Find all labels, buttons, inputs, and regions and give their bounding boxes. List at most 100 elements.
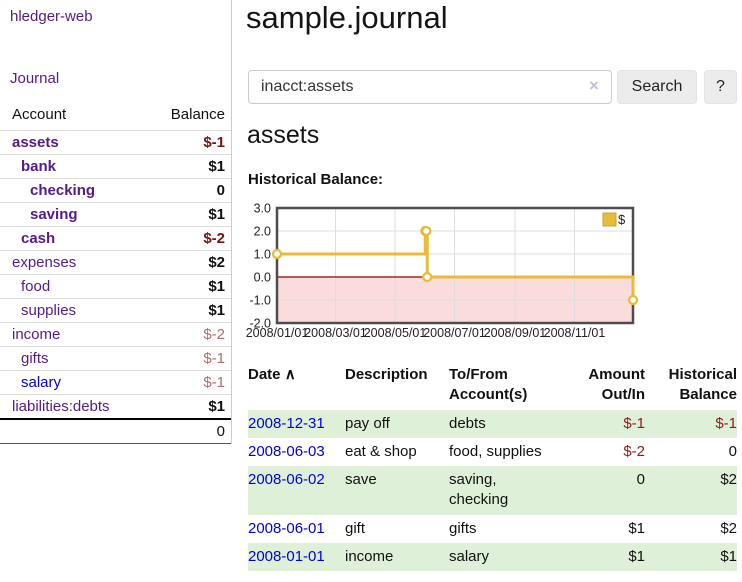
chart-data-point: [627, 294, 639, 306]
amount-cell: $-1: [623, 414, 645, 432]
y-axis-tick-label: 2.0: [254, 225, 271, 239]
nav-journal-link[interactable]: Journal: [10, 70, 60, 87]
transaction-row: 2008-06-03 eat & shop food, supplies $-2 0: [248, 438, 737, 466]
account-balance: $2: [140, 250, 231, 275]
sidebar-col-account: Account: [12, 106, 67, 123]
transaction-date-link[interactable]: 2008-06-03: [248, 442, 325, 460]
search-input[interactable]: [248, 70, 612, 104]
description-cell: pay off: [345, 414, 390, 432]
transaction-date-link[interactable]: 2008-01-01: [248, 547, 325, 565]
accounts-cell: salary: [449, 547, 490, 565]
sidebar-accounts-table: Account Balance assets $-1 bank $1 checking 0…: [0, 102, 231, 444]
accounts-cell: saving, checking: [449, 471, 509, 509]
sort-ascending-icon: ∧: [284, 366, 296, 383]
account-cell: salary: [0, 370, 141, 395]
balance-cell: $-1: [715, 414, 737, 432]
account-balance: $-1: [140, 346, 231, 371]
amount-cell: $1: [628, 547, 645, 565]
transaction-date-link[interactable]: 2008-12-31: [248, 414, 325, 432]
legend-label: $: [618, 212, 626, 227]
description-cell: eat & shop: [345, 442, 417, 460]
account-row: bank $1: [0, 154, 231, 179]
x-axis-tick-label: 2008/03/01: [304, 326, 367, 340]
accounts-cell: debts: [449, 414, 486, 432]
description-cell: income: [345, 547, 394, 565]
account-row: supplies $1: [0, 298, 231, 323]
date-cell: 2008-06-02: [248, 466, 345, 515]
date-cell: 2008-01-01: [248, 543, 345, 571]
account-balance: $-2: [140, 322, 231, 347]
account-heading: assets: [247, 121, 320, 149]
sidebar-account-link[interactable]: gifts: [21, 350, 49, 367]
app-title-link[interactable]: hledger-web: [10, 8, 93, 25]
register-col-description: Description: [345, 366, 428, 383]
x-axis-tick-label: 2008/11/01: [544, 326, 606, 340]
historical-balance-chart: 3.0 2.0 1.0 0.0 -1.0 -2.02008/01/012008/03/01…: [246, 202, 639, 340]
account-row: income $-2: [0, 322, 231, 347]
date-cell: 2008-06-01: [248, 515, 345, 543]
account-balance: $1: [140, 202, 231, 227]
transaction-row: 2008-12-31 pay off debts $-1 $-1: [248, 409, 737, 438]
accounts-cell: gifts: [449, 519, 477, 537]
account-balance: $-2: [140, 226, 231, 251]
account-cell: saving: [0, 202, 141, 227]
transaction-date-link[interactable]: 2008-06-02: [248, 471, 325, 488]
date-cell: 2008-06-03: [248, 438, 345, 466]
account-row: liabilities:debts $1: [0, 394, 231, 419]
sidebar-account-link[interactable]: expenses: [12, 254, 77, 271]
account-balance: $-1: [140, 130, 231, 155]
x-axis-tick-label: 2008/07/01: [423, 326, 486, 340]
sidebar-total-row: 0: [0, 418, 231, 444]
account-row: cash $-2: [0, 226, 231, 251]
register-col-date[interactable]: Date ∧: [248, 366, 296, 383]
account-cell: gifts: [0, 346, 141, 371]
account-cell: income: [0, 322, 141, 347]
register-col-accounts: To/From Account(s): [449, 366, 528, 404]
sidebar-account-link[interactable]: salary: [21, 374, 62, 391]
sidebar-divider: [231, 0, 232, 444]
balance-cell: $2: [720, 471, 737, 488]
sidebar-account-link[interactable]: bank: [21, 158, 57, 175]
y-axis-tick-label: 0.0: [254, 271, 271, 285]
account-cell: checking: [0, 178, 141, 203]
account-row: gifts $-1: [0, 346, 231, 371]
chart-border: [275, 206, 635, 325]
y-axis-tick-label: 3.0: [254, 202, 271, 216]
amount-cell: $1: [628, 519, 645, 537]
account-balance: $1: [140, 274, 231, 299]
account-balance: $1: [140, 298, 231, 323]
account-row: food $1: [0, 274, 231, 299]
description-cell: gift: [345, 519, 366, 537]
search-button[interactable]: Search: [617, 70, 697, 104]
account-row: saving $1: [0, 202, 231, 227]
date-cell: 2008-12-31: [248, 410, 345, 438]
help-button[interactable]: ?: [704, 70, 737, 104]
transaction-row: 2008-01-01 income salary $1 $1: [248, 542, 737, 571]
account-balance: 0: [140, 178, 231, 203]
sidebar-account-link[interactable]: liabilities:debts: [12, 398, 110, 415]
sidebar-account-link[interactable]: assets: [12, 134, 59, 151]
accounts-cell: food, supplies: [449, 442, 542, 460]
clear-search-icon[interactable]: ×: [589, 76, 599, 95]
account-balance: $1: [140, 154, 231, 179]
register-table: Date ∧ Description To/From Account(s) Am…: [248, 362, 737, 571]
x-axis-tick-label: 2008/09/01: [484, 326, 547, 340]
sidebar-account-link[interactable]: checking: [30, 182, 96, 199]
register-col-amount: Amount Out/In: [588, 366, 645, 404]
sidebar-account-link[interactable]: cash: [21, 230, 56, 247]
y-axis-tick-label: 1.0: [254, 248, 271, 262]
balance-cell: 0: [728, 442, 737, 460]
sidebar-total-value: 0: [140, 418, 231, 444]
account-cell: cash: [0, 226, 141, 251]
sidebar-account-link[interactable]: food: [21, 278, 51, 295]
sidebar-account-link[interactable]: saving: [30, 206, 78, 223]
account-balance: $-1: [140, 370, 231, 395]
sidebar-account-link[interactable]: income: [12, 326, 61, 343]
sidebar-account-link[interactable]: supplies: [21, 302, 77, 319]
chart-title: Historical Balance:: [248, 171, 384, 188]
transaction-date-link[interactable]: 2008-06-01: [248, 519, 325, 537]
legend-swatch-icon: [602, 212, 617, 227]
account-cell: food: [0, 274, 141, 299]
account-row: salary $-1: [0, 370, 231, 395]
sidebar-total-spacer: [0, 418, 141, 444]
